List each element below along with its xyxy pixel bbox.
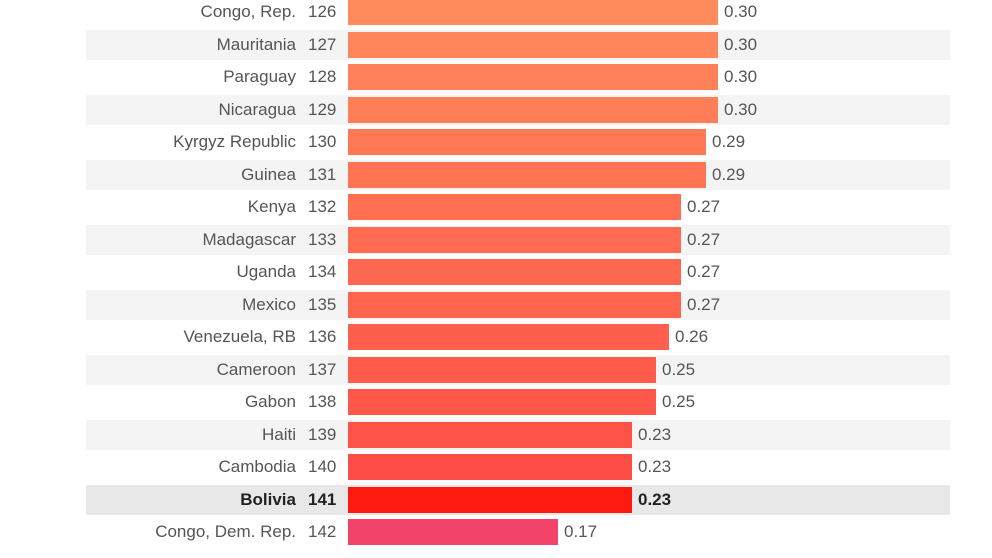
rank-label: 138 <box>308 392 337 411</box>
bar <box>348 161 706 188</box>
table-row: Nicaragua 129 0.30 <box>86 94 950 125</box>
country-label: Gabon <box>244 392 296 411</box>
bar <box>348 421 632 448</box>
table-row: Mauritania 127 0.30 <box>86 29 950 60</box>
table-row: Kyrgyz Republic 130 0.29 <box>86 127 950 157</box>
bar <box>348 96 718 123</box>
value-label: 0.30 <box>724 67 758 86</box>
table-row: Guinea 131 0.29 <box>86 159 950 190</box>
bar <box>348 519 558 545</box>
bar <box>348 129 706 155</box>
table-row: Congo, Dem. Rep. 142 0.17 <box>86 517 950 547</box>
value-label: 0.30 <box>724 34 758 54</box>
country-label: Guinea <box>241 164 296 184</box>
value-label: 0.30 <box>724 99 758 119</box>
table-row: Gabon 138 0.25 <box>86 387 950 417</box>
table-row: Madagascar 133 0.27 <box>86 224 950 255</box>
value-label: 0.25 <box>662 392 696 411</box>
rank-label: 132 <box>308 197 337 216</box>
rank-label: 135 <box>308 294 337 314</box>
value-label: 0.23 <box>638 424 672 444</box>
country-label: Cameroon <box>216 359 296 379</box>
country-label: Bolivia <box>240 489 296 509</box>
bar <box>348 194 681 220</box>
rank-label: 140 <box>308 457 337 476</box>
country-label: Uganda <box>236 262 296 281</box>
rank-label: 139 <box>308 424 337 444</box>
bar <box>348 259 681 285</box>
rank-label: 131 <box>308 164 337 184</box>
bar <box>348 31 718 58</box>
value-label: 0.26 <box>675 327 709 346</box>
country-label: Mauritania <box>216 34 296 54</box>
bar <box>348 486 632 513</box>
table-row: Paraguay 128 0.30 <box>86 62 950 92</box>
rank-label: 136 <box>308 327 337 346</box>
bar <box>348 291 681 318</box>
country-label: Paraguay <box>223 67 296 86</box>
bar <box>348 324 669 350</box>
value-label: 0.30 <box>724 2 758 21</box>
value-label: 0.29 <box>712 164 746 184</box>
country-label: Congo, Dem. Rep. <box>155 522 296 541</box>
table-row: Kenya 132 0.27 <box>86 192 950 222</box>
country-label: Kenya <box>247 197 296 216</box>
table-row: Cameroon 137 0.25 <box>86 354 950 385</box>
country-label: Congo, Rep. <box>200 2 296 21</box>
value-label: 0.23 <box>638 489 672 509</box>
value-label: 0.17 <box>564 522 598 541</box>
bar <box>348 0 718 25</box>
value-label: 0.27 <box>687 294 721 314</box>
rank-label: 141 <box>308 489 337 509</box>
table-row: Congo, Rep. 126 0.30 <box>86 0 950 27</box>
rank-label: 133 <box>308 229 337 249</box>
value-label: 0.27 <box>687 197 721 216</box>
country-label: Cambodia <box>218 457 297 476</box>
table-row: Cambodia 140 0.23 <box>86 452 950 482</box>
table-row: Haiti 139 0.23 <box>86 419 950 450</box>
rank-label: 142 <box>308 522 337 541</box>
value-label: 0.25 <box>662 359 696 379</box>
rank-label: 129 <box>308 99 337 119</box>
bar <box>348 356 656 383</box>
table-row: Venezuela, RB 136 0.26 <box>86 322 950 352</box>
country-label: Nicaragua <box>218 99 297 119</box>
bar <box>348 454 632 480</box>
country-label: Venezuela, RB <box>183 327 296 346</box>
value-label: 0.29 <box>712 132 746 151</box>
value-label: 0.27 <box>687 229 721 249</box>
value-label: 0.27 <box>687 262 721 281</box>
country-label: Mexico <box>242 294 296 314</box>
country-label: Kyrgyz Republic <box>173 132 296 151</box>
rank-label: 128 <box>308 67 337 86</box>
bar <box>348 389 656 415</box>
bar <box>348 226 681 253</box>
rank-label: 127 <box>308 34 337 54</box>
rank-label: 126 <box>308 2 337 21</box>
rank-label: 134 <box>308 262 337 281</box>
country-label: Haiti <box>261 424 296 444</box>
value-label: 0.23 <box>638 457 672 476</box>
table-row: Bolivia 141 0.23 <box>86 484 950 515</box>
rank-label: 130 <box>308 132 337 151</box>
rank-label: 137 <box>308 359 337 379</box>
country-label: Madagascar <box>202 229 296 249</box>
bar <box>348 64 718 90</box>
table-row: Mexico 135 0.27 <box>86 289 950 320</box>
table-row: Uganda 134 0.27 <box>86 257 950 287</box>
